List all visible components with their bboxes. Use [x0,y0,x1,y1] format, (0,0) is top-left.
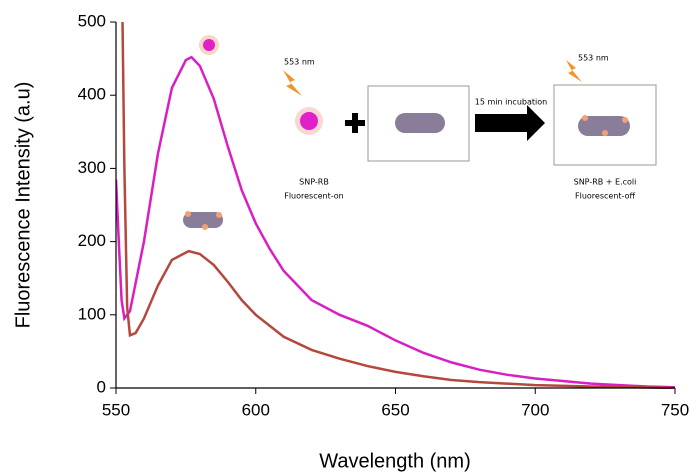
x-tick-label: 600 [242,400,270,419]
line [116,55,676,389]
y-tick-label: 300 [78,158,106,177]
series [116,55,676,389]
annotation: Fluorescent-on [284,192,344,201]
annotation: 15 min incubation [475,98,547,107]
annotation: SNP-RB [299,178,329,187]
y-tick-label: 0 [97,377,106,396]
series [121,22,676,389]
x-tick-label: 650 [381,400,409,419]
y-axis-label: Fluorescence Intensity (a.u) [12,82,34,329]
y-tick-label: 100 [78,304,106,323]
annotation: 553 nm [284,58,315,67]
x-axis-label: Wavelength (nm) [319,450,471,472]
x-tick-label: 750 [661,400,689,419]
illustration [183,35,657,230]
y-tick-label: 400 [78,85,106,104]
annotation: SNP-RB + E.coli [574,178,637,187]
y-tick-label: 500 [78,11,106,30]
x-tick-label: 550 [102,400,130,419]
x-tick-label: 700 [521,400,549,419]
annotation: Fluorescent-off [575,192,635,201]
y-tick-label: 200 [78,231,106,250]
line [121,22,676,389]
annotation: 553 nm [578,54,609,63]
